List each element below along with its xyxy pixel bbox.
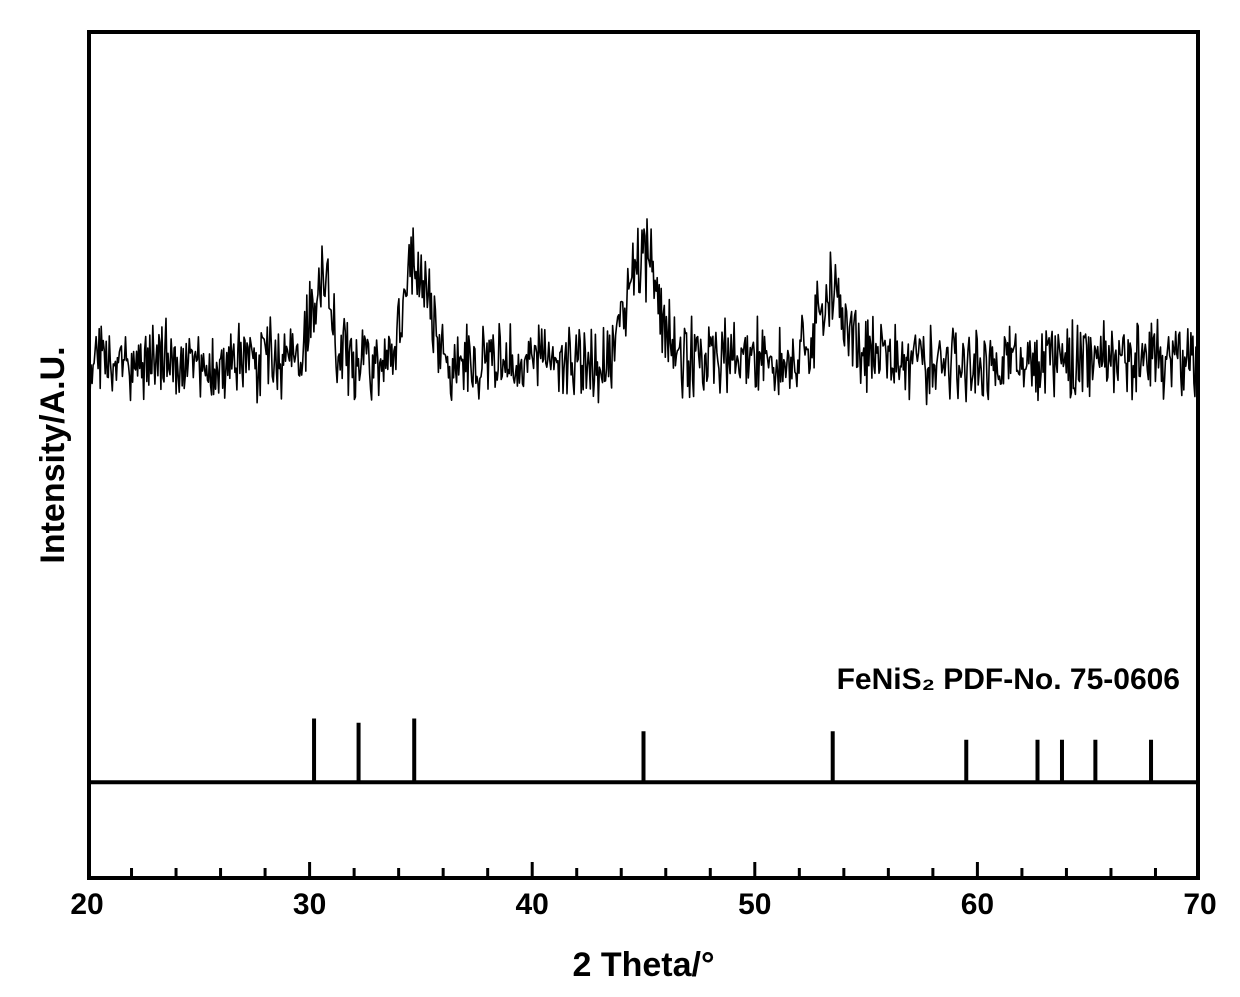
plot-area: FeNiS₂ PDF-No. 75-0606 xyxy=(87,30,1200,880)
x-tick-label: 30 xyxy=(293,888,326,922)
x-tick-label: 50 xyxy=(738,888,771,922)
reference-pattern-label: FeNiS₂ PDF-No. 75-0606 xyxy=(837,663,1180,697)
y-axis-label: Intensity/A.U. xyxy=(34,346,73,563)
xrd-figure: Intensity/A.U. 2 Theta/° FeNiS₂ PDF-No. … xyxy=(0,0,1240,997)
x-axis-label: 2 Theta/° xyxy=(572,946,714,985)
x-tick-label: 40 xyxy=(516,888,549,922)
x-tick-label: 20 xyxy=(70,888,103,922)
x-tick-label: 70 xyxy=(1183,888,1216,922)
x-tick-label: 60 xyxy=(961,888,994,922)
xrd-svg xyxy=(87,30,1200,880)
